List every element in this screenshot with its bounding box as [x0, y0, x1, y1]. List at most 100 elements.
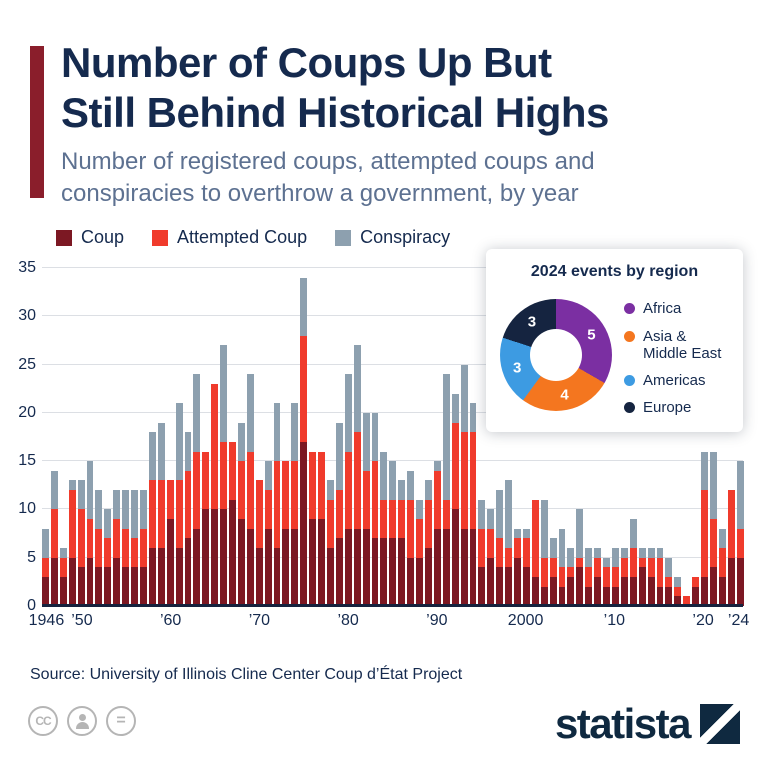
bar-segment-conspiracy: [674, 577, 682, 587]
bar-segment-attempted-coup: [620, 557, 628, 578]
title-accent-bar: [30, 46, 44, 198]
bar-segment-coup: [469, 528, 477, 606]
bar-1965: [211, 268, 219, 606]
bar-1963: [193, 268, 201, 606]
bar-segment-conspiracy: [460, 364, 468, 433]
donut-legend-label: Europe: [643, 399, 692, 417]
bar-segment-conspiracy: [496, 490, 504, 539]
bar-1977: [318, 268, 325, 606]
bar-segment-attempted-coup: [674, 586, 682, 597]
bar-1951: [86, 268, 94, 606]
bar-segment-conspiracy: [585, 548, 593, 568]
bar-segment-conspiracy: [478, 499, 486, 529]
bar-segment-conspiracy: [389, 461, 397, 500]
bar-segment-coup: [433, 528, 441, 606]
bar-segment-coup: [113, 557, 121, 606]
bar-segment-attempted-coup: [353, 432, 361, 529]
bar-segment-coup: [344, 528, 352, 606]
bar-segment-attempted-coup: [727, 490, 735, 558]
equals-icon: =: [106, 706, 136, 736]
bar-2008: [594, 268, 602, 606]
bar-segment-coup: [603, 586, 610, 606]
bar-segment-attempted-coup: [451, 422, 459, 510]
bar-segment-coup: [442, 528, 450, 606]
bar-1961: [175, 268, 183, 606]
bar-segment-conspiracy: [433, 461, 441, 471]
bar-segment-attempted-coup: [389, 499, 397, 539]
bar-segment-conspiracy: [50, 470, 58, 510]
bar-1958: [148, 268, 156, 606]
bar-segment-coup: [389, 538, 397, 606]
bar-segment-attempted-coup: [131, 538, 138, 568]
legend-item-attempted-coup: Attempted Coup: [152, 227, 307, 248]
bar-segment-conspiracy: [442, 374, 450, 500]
x-axis-line: [42, 604, 743, 607]
bar-2011: [620, 268, 628, 606]
legend-item-conspiracy: Conspiracy: [335, 227, 450, 248]
x-axis-label-2020: ’20: [692, 612, 714, 629]
bar-segment-coup: [576, 567, 584, 606]
donut-legend-label: Asia & Middle East: [643, 327, 722, 362]
bar-segment-conspiracy: [264, 461, 272, 491]
statista-branding: statista: [555, 700, 740, 748]
bar-segment-coup: [416, 557, 423, 606]
bar-segment-attempted-coup: [424, 499, 432, 549]
inset-body: 5 4 3 3 Africa Asia & Middle East Americas Eur…: [500, 293, 735, 424]
gridline-25: [42, 363, 743, 365]
bar-1998: [505, 268, 513, 606]
bar-segment-attempted-coup: [442, 499, 450, 529]
bar-1979: [335, 268, 343, 606]
bar-segment-conspiracy: [131, 490, 138, 539]
bar-segment-conspiracy: [42, 528, 49, 558]
bar-1985: [389, 268, 397, 606]
bar-segment-attempted-coup: [255, 480, 263, 549]
bar-segment-conspiracy: [505, 480, 513, 549]
y-axis-label-35: 35: [18, 259, 36, 276]
bar-segment-attempted-coup: [603, 567, 610, 587]
bar-segment-attempted-coup: [549, 557, 557, 578]
bar-segment-attempted-coup: [175, 480, 183, 549]
bar-1996: [487, 268, 495, 606]
y-axis-label-25: 25: [18, 355, 36, 373]
bar-segment-coup: [282, 528, 290, 606]
bar-segment-coup: [398, 538, 406, 606]
bar-2012: [629, 268, 637, 606]
bar-segment-conspiracy: [122, 490, 130, 529]
bar-segment-conspiracy: [514, 528, 521, 539]
bar-segment-coup: [362, 528, 370, 606]
x-axis-label-2010: ’10: [603, 612, 626, 629]
donut-legend-label: Americas: [643, 372, 706, 390]
bar-segment-attempted-coup: [264, 490, 272, 529]
bar-segment-attempted-coup: [193, 451, 201, 529]
bar-segment-conspiracy: [451, 393, 459, 423]
bar-segment-conspiracy: [629, 519, 637, 549]
bar-segment-conspiracy: [603, 557, 610, 568]
bar-segment-attempted-coup: [220, 441, 228, 510]
bar-segment-conspiracy: [416, 499, 423, 520]
person-glyph: [75, 713, 89, 729]
bar-segment-attempted-coup: [398, 499, 406, 539]
bar-segment-coup: [353, 528, 361, 606]
bar-segment-attempted-coup: [157, 480, 165, 549]
bar-1976: [309, 268, 317, 606]
gridline-30: [42, 315, 743, 317]
donut-chart: 5 4 3 3: [500, 299, 612, 411]
title-line-2: Still Behind Historical Highs: [61, 89, 609, 137]
bar-segment-attempted-coup: [309, 451, 317, 520]
bar-segment-attempted-coup: [522, 538, 530, 568]
source-note: Source: University of Illinois Cline Cen…: [30, 666, 463, 683]
bar-segment-conspiracy: [184, 432, 192, 471]
bar-segment-attempted-coup: [95, 528, 103, 568]
bar-segment-attempted-coup: [701, 490, 708, 578]
bar-1978: [327, 268, 334, 606]
bar-segment-conspiracy: [104, 509, 112, 539]
bar-segment-attempted-coup: [505, 548, 513, 568]
bar-segment-coup: [514, 557, 521, 606]
bar-segment-conspiracy: [371, 412, 379, 462]
bar-segment-coup: [255, 548, 263, 606]
bar-segment-coup: [531, 577, 539, 606]
legend-item-coup: Coup: [56, 227, 124, 248]
legend-swatch: [152, 229, 169, 246]
bar-segment-coup: [701, 577, 708, 606]
